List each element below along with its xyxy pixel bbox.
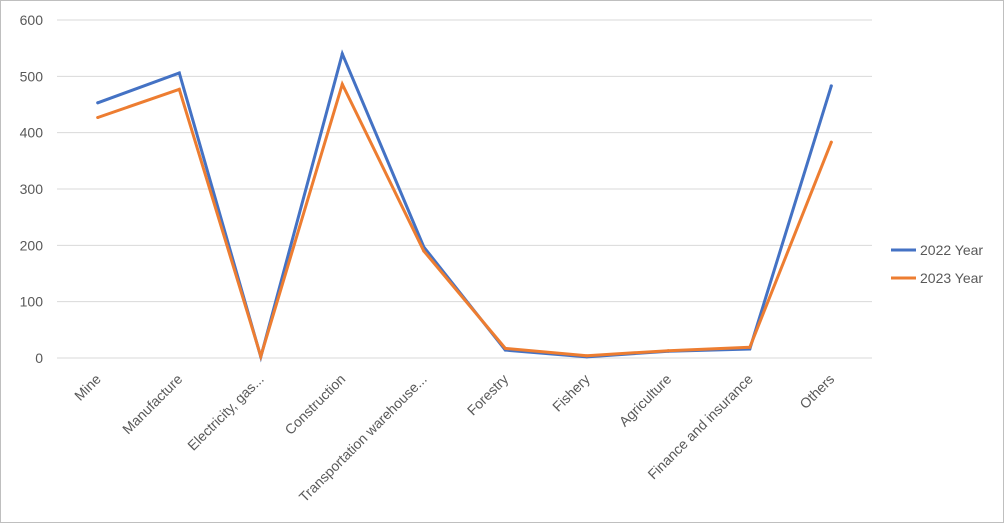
y-tick-label: 400 xyxy=(20,125,44,141)
x-tick-label: Construction xyxy=(281,371,348,438)
data-point xyxy=(748,345,752,349)
y-axis-tick-labels: 0 100 200 300 400 500 600 xyxy=(20,12,44,366)
data-point xyxy=(340,82,344,86)
legend-label: 2023 Year xyxy=(920,270,983,286)
x-tick-label: Agriculture xyxy=(616,371,675,430)
y-tick-label: 0 xyxy=(35,350,43,366)
data-point xyxy=(422,249,426,253)
y-tick-label: 100 xyxy=(20,294,44,310)
data-point xyxy=(340,52,344,56)
data-point xyxy=(829,140,833,144)
data-point xyxy=(666,349,670,353)
series-lines xyxy=(96,49,833,363)
x-tick-label: Others xyxy=(796,371,837,412)
series-line-2 xyxy=(96,80,833,362)
data-point xyxy=(96,101,100,105)
series-line-1 xyxy=(96,49,833,363)
x-tick-label: Manufacture xyxy=(119,371,185,437)
y-tick-label: 500 xyxy=(20,68,44,84)
data-point xyxy=(829,84,833,88)
x-tick-label: Mine xyxy=(71,371,104,404)
data-point xyxy=(96,115,100,119)
data-point xyxy=(259,354,263,358)
gridlines xyxy=(57,19,872,359)
data-point xyxy=(503,346,507,350)
y-tick-label: 200 xyxy=(20,237,44,253)
legend: 2022 Year 2023 Year xyxy=(891,242,983,286)
x-tick-label: Fishery xyxy=(549,371,593,415)
y-tick-label: 300 xyxy=(20,181,44,197)
data-point xyxy=(585,354,589,358)
x-tick-label: Electricity, gas... xyxy=(184,371,267,454)
data-point xyxy=(177,87,181,91)
x-tick-label: Forestry xyxy=(464,371,512,419)
y-tick-label: 600 xyxy=(20,12,44,28)
legend-label: 2022 Year xyxy=(920,242,983,258)
data-point xyxy=(177,71,181,75)
